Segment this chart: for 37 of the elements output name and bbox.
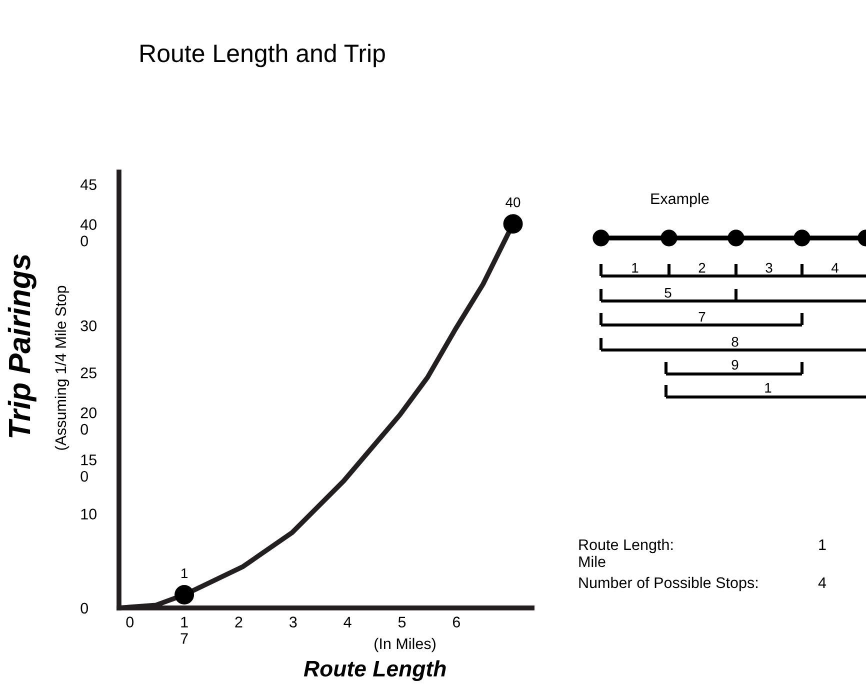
x-tick-label: 1 7 [180,616,188,644]
text: 1 [632,263,638,273]
text: 9 [732,360,738,370]
x-tick-label: 3 [289,616,297,628]
y-tick-label: 45 [80,179,96,190]
text: 8 [732,336,738,347]
x-tick-label: 0 [126,616,134,628]
y-tick-label: 30 [80,320,96,332]
text: Mile [579,556,606,568]
text: 4 [831,263,838,273]
y-tick-label: 40 0 [80,219,96,246]
y-tick-label: 25 [80,367,96,378]
text: 4 [818,577,826,588]
y-tick-label: 15 0 [80,454,96,482]
text: 2 [698,262,706,273]
text: 1 [819,539,826,550]
y-tick-label: 10 [81,508,96,520]
text: Example [651,192,709,208]
text: 1 [765,383,772,393]
text: (In Miles) [374,638,436,652]
text: Number of Possible Stops: [579,576,758,592]
chart-title: Route Length and Trip [140,44,385,68]
x-tick-label: 6 [452,616,460,628]
text: 7 [698,312,706,322]
text: (Assuming 1/4 Mile Stop [54,286,70,450]
annotation: 1 [181,568,188,578]
text: 3 [766,262,772,273]
text: 5 [664,288,672,298]
x-axis-title: Route Length [304,660,446,681]
x-tick-label: 2 [235,616,242,628]
y-tick-label: 0 [80,602,88,614]
text: Route Length: [579,538,673,554]
y-axis-title: Trip Pairings [8,254,36,438]
x-tick-label: 4 [344,616,352,628]
x-tick-label: 5 [398,616,406,628]
y-tick-label: 20 0 [80,407,96,435]
annotation: 40 [506,197,520,208]
